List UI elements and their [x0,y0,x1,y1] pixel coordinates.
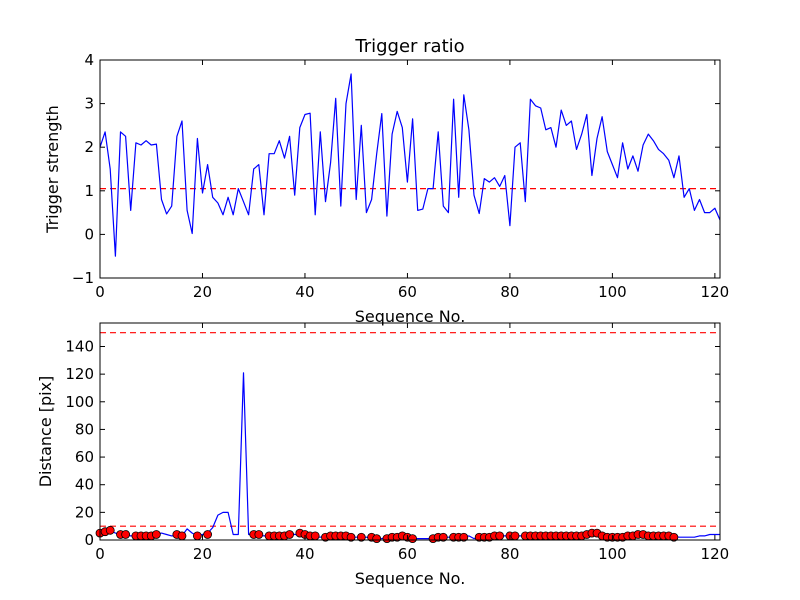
data-point [285,530,294,539]
y-tick-label: 4 [84,51,94,69]
data-point [203,530,213,539]
y-axis-label: Trigger strength [43,105,62,234]
data-point [459,532,469,542]
y-tick-label: 0 [84,531,94,549]
y-tick-label: 120 [65,365,94,383]
x-tick-label: 100 [598,283,627,301]
data-point [121,530,131,539]
y-tick-label: 60 [75,448,94,466]
x-tick-label: 40 [295,545,314,563]
y-tick-label: 100 [65,393,94,411]
data-point [346,532,356,542]
x-tick-label: 0 [95,545,105,563]
axes-frame [99,322,721,541]
data-point [408,534,417,544]
x-tick-label: 0 [95,283,105,301]
x-tick-label: 20 [193,283,212,301]
x-tick-label: 40 [295,283,314,301]
y-tick-label: −1 [72,269,94,287]
x-tick-label: 120 [701,545,730,563]
data-point [177,531,187,541]
x-tick-label: 100 [598,545,627,563]
data-point [669,532,679,542]
data-point [105,525,115,535]
data-point [495,531,505,541]
y-tick-label: 2 [84,138,94,156]
y-axis-label: Distance [pix] [36,376,55,488]
x-axis-label: Sequence No. [355,569,466,588]
distance-plot: 0 20 40 60 80 100 120 0 20 40 60 80 100 120 140 Sequenc… [36,322,730,588]
x-tick-label: 60 [398,283,417,301]
x-tick-label: 80 [500,545,519,563]
y-tick-label: 0 [84,225,94,243]
axes-frame [99,59,721,279]
y-tick-label: 140 [65,337,94,355]
data-point [510,531,520,541]
data-point [310,531,320,541]
y-tick-label: 20 [75,503,94,521]
series-line [99,73,721,257]
series-line [99,372,720,540]
y-tick-label: 1 [84,182,94,200]
x-tick-label: 20 [193,545,212,563]
x-axis-label: Sequence No. [355,307,466,326]
y-tick-label: 80 [75,420,94,438]
data-point [151,530,161,539]
data-point [372,534,382,544]
data-point [254,530,264,539]
y-tick-label: 3 [84,95,94,113]
x-tick-label: 60 [398,545,417,563]
data-point [356,532,366,542]
chart-title: Trigger ratio [354,36,464,57]
x-tick-label: 80 [500,283,519,301]
data-point [192,531,202,541]
y-tick-label: 40 [75,476,94,494]
data-point [438,532,448,542]
x-tick-label: 120 [701,283,730,301]
